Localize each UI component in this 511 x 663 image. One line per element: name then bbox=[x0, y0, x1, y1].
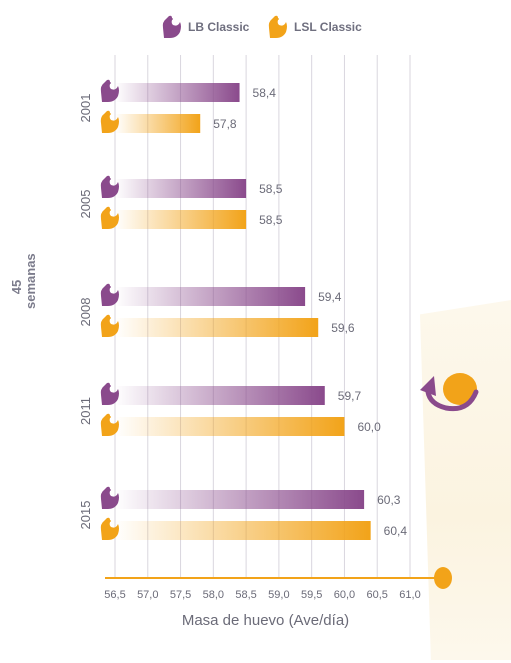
x-axis-title: Masa de huevo (Ave/día) bbox=[181, 612, 350, 629]
arrow-head bbox=[420, 376, 436, 396]
data-label: 59,7 bbox=[338, 389, 362, 403]
age-number: 45 bbox=[9, 279, 24, 295]
egg-icon bbox=[443, 373, 477, 405]
bar-lsl bbox=[115, 114, 201, 133]
hen-icon bbox=[100, 517, 119, 540]
bar-lsl bbox=[115, 521, 371, 540]
year-label: 2015 bbox=[78, 501, 93, 530]
bar-lb bbox=[115, 287, 306, 306]
hen-shape bbox=[100, 206, 119, 229]
legend-item-lsl: LSL Classic bbox=[266, 14, 362, 40]
hen-icon bbox=[100, 110, 119, 133]
x-tick-label: 57,0 bbox=[137, 589, 158, 601]
bar-lsl bbox=[115, 318, 319, 337]
x-tick-label: 60,0 bbox=[334, 589, 355, 601]
age-label: 45 semanas bbox=[9, 253, 38, 309]
x-tick-label: 57,5 bbox=[170, 589, 191, 601]
x-tick-label: 58,5 bbox=[235, 589, 256, 601]
x-tick-label: 61,0 bbox=[399, 589, 420, 601]
hen-shape bbox=[100, 517, 119, 540]
data-label: 58,4 bbox=[253, 86, 277, 100]
x-tick-label: 59,5 bbox=[301, 589, 322, 601]
egg-icon bbox=[434, 567, 452, 589]
data-label: 60,3 bbox=[377, 493, 401, 507]
data-label: 59,4 bbox=[318, 290, 342, 304]
hen-icon bbox=[100, 79, 119, 102]
hen-shape bbox=[100, 382, 119, 405]
age-unit: semanas bbox=[23, 253, 38, 309]
legend-label: LSL Classic bbox=[294, 20, 362, 34]
hen-shape bbox=[100, 314, 119, 337]
x-tick-label: 58,0 bbox=[203, 589, 224, 601]
data-label: 59,6 bbox=[331, 321, 355, 335]
hen-shape bbox=[100, 283, 119, 306]
hen-shape bbox=[100, 79, 119, 102]
hen-shape bbox=[100, 110, 119, 133]
bar-lsl bbox=[115, 210, 247, 229]
x-tick-label: 60,5 bbox=[367, 589, 388, 601]
bar-lsl bbox=[115, 417, 345, 436]
x-tick-label: 56,5 bbox=[104, 589, 125, 601]
decorative-band bbox=[420, 300, 511, 660]
legend-item-lb: LB Classic bbox=[160, 14, 249, 40]
legend-label: LB Classic bbox=[188, 20, 250, 34]
data-label: 58,5 bbox=[259, 182, 283, 196]
bar-lb bbox=[115, 179, 247, 198]
year-label: 2001 bbox=[78, 94, 93, 123]
hen-icon bbox=[100, 314, 119, 337]
hen-icon bbox=[162, 15, 181, 38]
hen-shape bbox=[100, 175, 119, 198]
data-label: 60,4 bbox=[384, 524, 408, 538]
curved-arrow-icon bbox=[420, 373, 479, 412]
hen-icon bbox=[100, 206, 119, 229]
year-label: 2005 bbox=[78, 190, 93, 219]
hen-icon bbox=[268, 15, 287, 38]
data-label: 57,8 bbox=[213, 117, 237, 131]
hen-shape bbox=[100, 486, 119, 509]
hen-icon bbox=[100, 382, 119, 405]
data-label: 58,5 bbox=[259, 213, 283, 227]
hen-icon bbox=[100, 283, 119, 306]
hen-icon bbox=[100, 175, 119, 198]
bar-lb bbox=[115, 83, 240, 102]
data-label: 60,0 bbox=[357, 420, 381, 434]
x-tick-label: 59,0 bbox=[268, 589, 289, 601]
year-label: 2011 bbox=[78, 397, 93, 425]
bar-lb bbox=[115, 386, 325, 405]
hen-shape bbox=[100, 413, 119, 436]
hen-icon bbox=[100, 486, 119, 509]
bar-lb bbox=[115, 490, 365, 509]
arrow-stroke bbox=[425, 389, 479, 412]
year-label: 2008 bbox=[78, 298, 93, 327]
hen-icon bbox=[100, 413, 119, 436]
